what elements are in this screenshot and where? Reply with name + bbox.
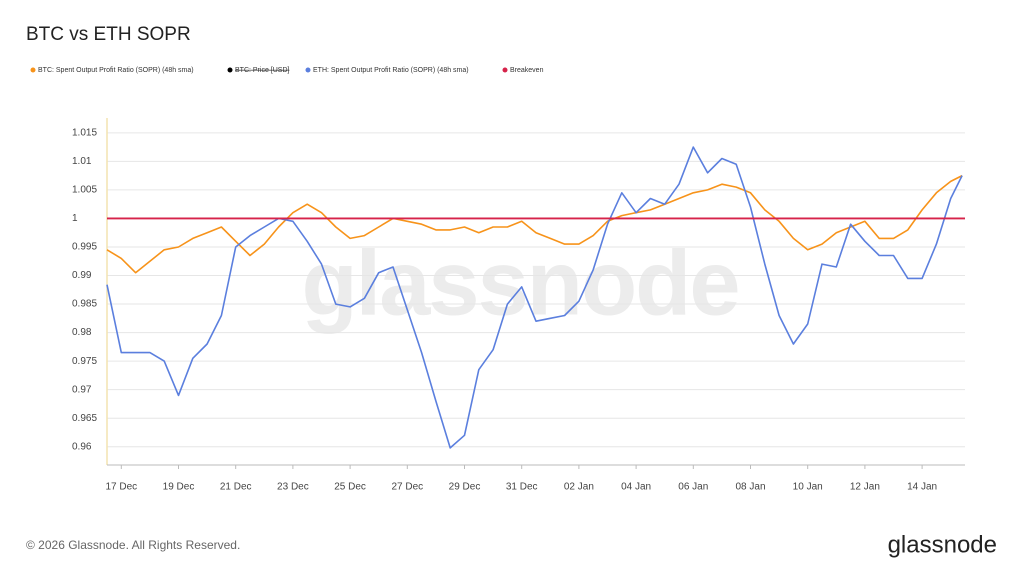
y-tick-label: 1.015 bbox=[72, 127, 97, 138]
y-tick-label: 0.975 bbox=[72, 356, 97, 367]
legend-label: BTC: Spent Output Profit Ratio (SOPR) (4… bbox=[38, 67, 194, 74]
x-tick-label: 02 Jan bbox=[564, 482, 594, 493]
x-tick-label: 25 Dec bbox=[334, 482, 366, 493]
legend-label: ETH: Spent Output Profit Ratio (SOPR) (4… bbox=[313, 67, 469, 74]
series-line bbox=[106, 146, 963, 449]
legend-marker bbox=[305, 67, 311, 73]
x-tick-label: 08 Jan bbox=[735, 482, 765, 493]
logo: glassnode bbox=[888, 531, 997, 558]
legend-label: Breakeven bbox=[510, 67, 544, 74]
y-tick-label: 1.01 bbox=[72, 156, 92, 167]
x-tick-label: 19 Dec bbox=[163, 482, 195, 493]
y-tick-label: 0.99 bbox=[72, 270, 92, 281]
legend-marker bbox=[30, 67, 36, 73]
x-tick-label: 27 Dec bbox=[391, 482, 423, 493]
x-tick-label: 17 Dec bbox=[105, 482, 137, 493]
y-tick-label: 1 bbox=[72, 213, 78, 224]
legend-label: BTC: Price [USD] bbox=[235, 67, 290, 74]
x-tick-label: 04 Jan bbox=[621, 482, 651, 493]
x-tick-label: 31 Dec bbox=[506, 482, 538, 493]
y-tick-label: 1.005 bbox=[72, 185, 97, 196]
chart-title: BTC vs ETH SOPR bbox=[26, 24, 191, 45]
watermark: glassnode bbox=[301, 232, 738, 334]
x-tick-label: 14 Jan bbox=[907, 482, 937, 493]
y-tick-label: 0.96 bbox=[72, 441, 92, 452]
y-tick-label: 0.995 bbox=[72, 242, 97, 253]
footer: © 2026 Glassnode. All Rights Reserved. bbox=[26, 538, 240, 552]
y-tick-label: 0.985 bbox=[72, 299, 97, 310]
x-tick-label: 29 Dec bbox=[449, 482, 481, 493]
legend-marker bbox=[502, 67, 508, 73]
x-tick-label: 23 Dec bbox=[277, 482, 309, 493]
y-tick-label: 0.98 bbox=[72, 327, 92, 338]
y-tick-label: 0.97 bbox=[72, 384, 92, 395]
x-tick-label: 21 Dec bbox=[220, 482, 252, 493]
series-line bbox=[106, 174, 963, 274]
x-tick-label: 06 Jan bbox=[678, 482, 708, 493]
legend-marker bbox=[227, 67, 233, 73]
x-tick-label: 10 Jan bbox=[793, 482, 823, 493]
x-tick-label: 12 Jan bbox=[850, 482, 880, 493]
y-tick-label: 0.965 bbox=[72, 413, 97, 424]
